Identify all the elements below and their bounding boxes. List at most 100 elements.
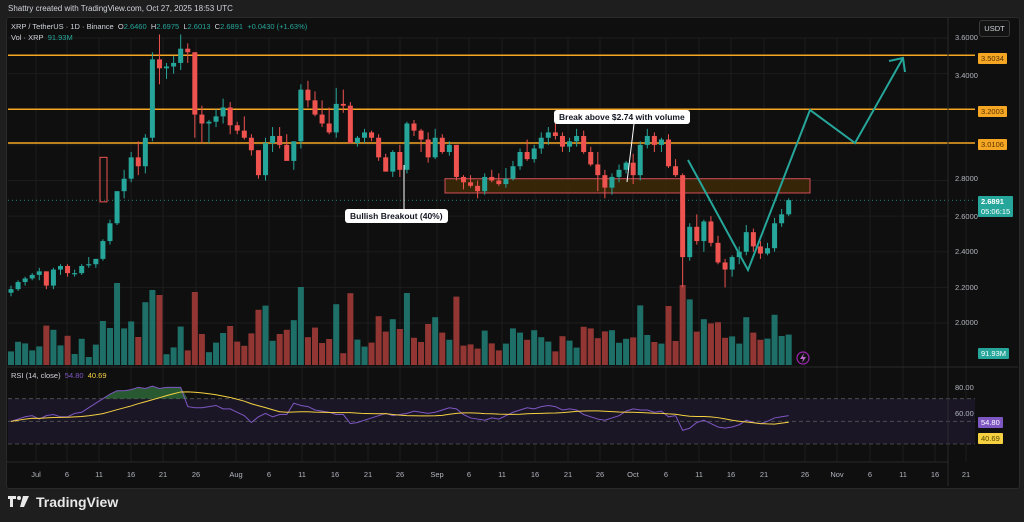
candle-body bbox=[468, 182, 474, 186]
candle-body bbox=[425, 139, 431, 158]
candle-body bbox=[362, 132, 367, 138]
volume-bar bbox=[227, 326, 234, 365]
annotation-pointer bbox=[626, 123, 635, 183]
volume-bar bbox=[722, 337, 729, 365]
alert-lightning-icon bbox=[796, 351, 810, 365]
time-tick: 6 bbox=[266, 470, 272, 479]
volume-bar bbox=[340, 353, 347, 365]
low-value: 2.6013 bbox=[187, 22, 211, 31]
time-tick: 16 bbox=[126, 470, 136, 479]
volume-bar bbox=[135, 337, 142, 365]
volume-bar bbox=[191, 292, 198, 365]
volume-bar bbox=[248, 333, 255, 365]
candle-body bbox=[65, 266, 71, 274]
level-tag-r2: 3.2003 bbox=[978, 106, 1007, 117]
candle-body bbox=[715, 242, 721, 263]
candle-body bbox=[263, 143, 269, 176]
change-value: +0.0430 (+1.63%) bbox=[247, 22, 308, 31]
volume-bar bbox=[531, 330, 538, 365]
volume-bar bbox=[361, 346, 368, 365]
candle-body bbox=[312, 100, 318, 115]
time-tick: Nov bbox=[830, 470, 844, 479]
volume-bar bbox=[213, 342, 220, 365]
rsi-value: 54.80 bbox=[64, 371, 84, 380]
candle-body bbox=[185, 48, 191, 53]
candle-body bbox=[164, 66, 170, 69]
candle-body bbox=[234, 125, 240, 131]
time-tick: 21 bbox=[563, 470, 573, 479]
volume-bar bbox=[382, 331, 389, 365]
volume-bar bbox=[389, 319, 396, 365]
candle-body bbox=[376, 137, 382, 158]
volume-bar bbox=[651, 342, 658, 365]
volume-bar bbox=[64, 335, 71, 365]
price-tick: 2.2000 bbox=[955, 283, 978, 292]
currency-button[interactable]: USDT bbox=[979, 20, 1010, 37]
symbol-label[interactable]: XRP / TetherUS · 1D · Binance bbox=[11, 22, 114, 31]
volume-bar bbox=[106, 328, 113, 365]
volume-bar bbox=[198, 334, 205, 365]
candle-body bbox=[623, 162, 629, 170]
volume-bar bbox=[743, 317, 750, 365]
candle-body bbox=[50, 269, 56, 286]
chart-caption: Shattry created with TradingView.com, Oc… bbox=[8, 4, 233, 13]
volume-bar bbox=[439, 332, 446, 365]
volume-bar bbox=[580, 326, 587, 365]
candle-body bbox=[729, 257, 735, 270]
annotation-bullish-breakout[interactable]: Bullish Breakout (40%) bbox=[345, 209, 448, 223]
candle-body bbox=[595, 164, 601, 176]
candle-body bbox=[418, 130, 424, 140]
candle-body bbox=[369, 132, 375, 138]
candle-body bbox=[72, 273, 78, 275]
tradingview-logo[interactable]: TradingView bbox=[8, 494, 118, 510]
time-tick: 21 bbox=[158, 470, 168, 479]
volume-bar bbox=[297, 287, 304, 365]
volume-bar bbox=[460, 345, 467, 365]
time-tick: 26 bbox=[191, 470, 201, 479]
annotation-break-above[interactable]: Break above $2.74 with volume bbox=[554, 110, 690, 124]
volume-bar bbox=[623, 338, 630, 365]
candle-body bbox=[453, 144, 459, 177]
volume-bar bbox=[354, 339, 361, 365]
candle-body bbox=[574, 135, 580, 142]
rsi-ma-line bbox=[10, 391, 789, 425]
volume-bar bbox=[630, 337, 637, 365]
candle-body bbox=[220, 107, 226, 117]
time-tick: 11 bbox=[899, 470, 907, 479]
volume-bar bbox=[8, 351, 14, 365]
volume-bar bbox=[220, 333, 227, 365]
candle-body bbox=[673, 166, 679, 176]
volume-bar bbox=[608, 330, 615, 365]
candle-body bbox=[439, 137, 445, 152]
rsi-label[interactable]: RSI (14, close) bbox=[11, 371, 61, 380]
candle-body bbox=[687, 226, 693, 258]
candle-body bbox=[397, 152, 403, 170]
volume-bar bbox=[764, 338, 771, 365]
time-tick: Jul bbox=[31, 470, 41, 479]
volume-bar bbox=[410, 337, 417, 365]
volume-bar bbox=[205, 352, 212, 365]
volume-bar bbox=[255, 309, 262, 365]
level-tag-r3: 3.0106 bbox=[978, 139, 1007, 150]
volume-bar bbox=[637, 305, 644, 365]
volume-legend: Vol · XRP 91.93M bbox=[11, 33, 73, 42]
candle-body bbox=[57, 266, 63, 270]
volume-bar bbox=[29, 350, 36, 365]
volume-label[interactable]: Vol · XRP bbox=[11, 33, 44, 42]
volume-bar bbox=[679, 285, 686, 365]
time-tick: 11 bbox=[298, 470, 306, 479]
candle-body bbox=[156, 59, 162, 69]
price-tick: 2.6000 bbox=[955, 212, 978, 221]
tradingview-logo-icon bbox=[8, 496, 29, 507]
volume-bar bbox=[375, 316, 382, 365]
volume-bar bbox=[559, 336, 566, 365]
volume-bar bbox=[36, 346, 43, 365]
rsi-tag: 54.80 bbox=[978, 417, 1003, 428]
time-tick: 6 bbox=[867, 470, 873, 479]
time-tick: 11 bbox=[498, 470, 506, 479]
volume-bar bbox=[573, 347, 580, 365]
candle-body bbox=[22, 278, 28, 283]
volume-bar bbox=[15, 341, 22, 365]
candle-body bbox=[86, 264, 92, 266]
